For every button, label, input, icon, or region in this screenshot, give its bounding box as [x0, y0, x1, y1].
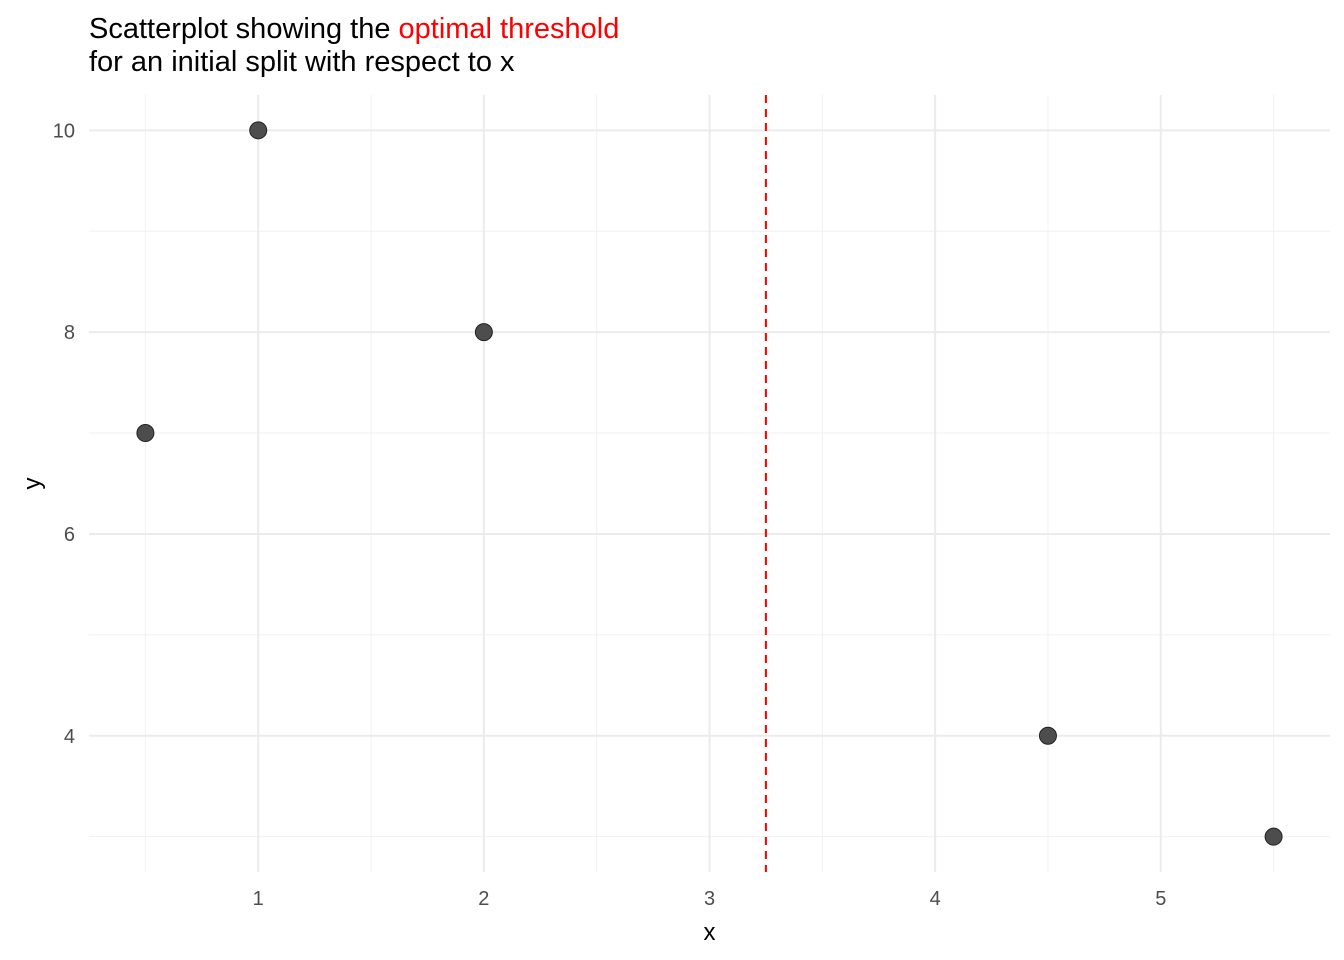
y-tick-labels: 4 6 8 10 [53, 120, 75, 747]
data-point [1038, 726, 1057, 745]
title-part-plain: Scatterplot showing the [89, 13, 399, 45]
y-tick-label: 8 [64, 322, 75, 344]
x-tick-label: 1 [253, 888, 264, 910]
data-point [136, 424, 155, 443]
chart-subtitle: for an initial split with respect to x [89, 46, 515, 78]
x-tick-labels: 1 2 3 4 5 [253, 888, 1167, 910]
points-layer [136, 121, 1283, 846]
data-point [1264, 827, 1283, 846]
y-tick-label: 10 [53, 120, 75, 142]
x-axis-title: x [704, 919, 716, 946]
data-point [474, 323, 493, 342]
data-point [249, 121, 268, 140]
x-tick-label: 3 [704, 888, 715, 910]
x-tick-label: 4 [930, 888, 941, 910]
major-gridlines [89, 95, 1330, 872]
y-axis-title: y [19, 478, 46, 490]
x-tick-label: 2 [478, 888, 489, 910]
title-part-highlight: optimal threshold [398, 13, 620, 45]
chart-title: Scatterplot showing the optimal threshol… [89, 12, 619, 46]
y-tick-label: 6 [64, 524, 75, 546]
x-tick-label: 5 [1155, 888, 1166, 910]
y-tick-label: 4 [64, 726, 75, 748]
